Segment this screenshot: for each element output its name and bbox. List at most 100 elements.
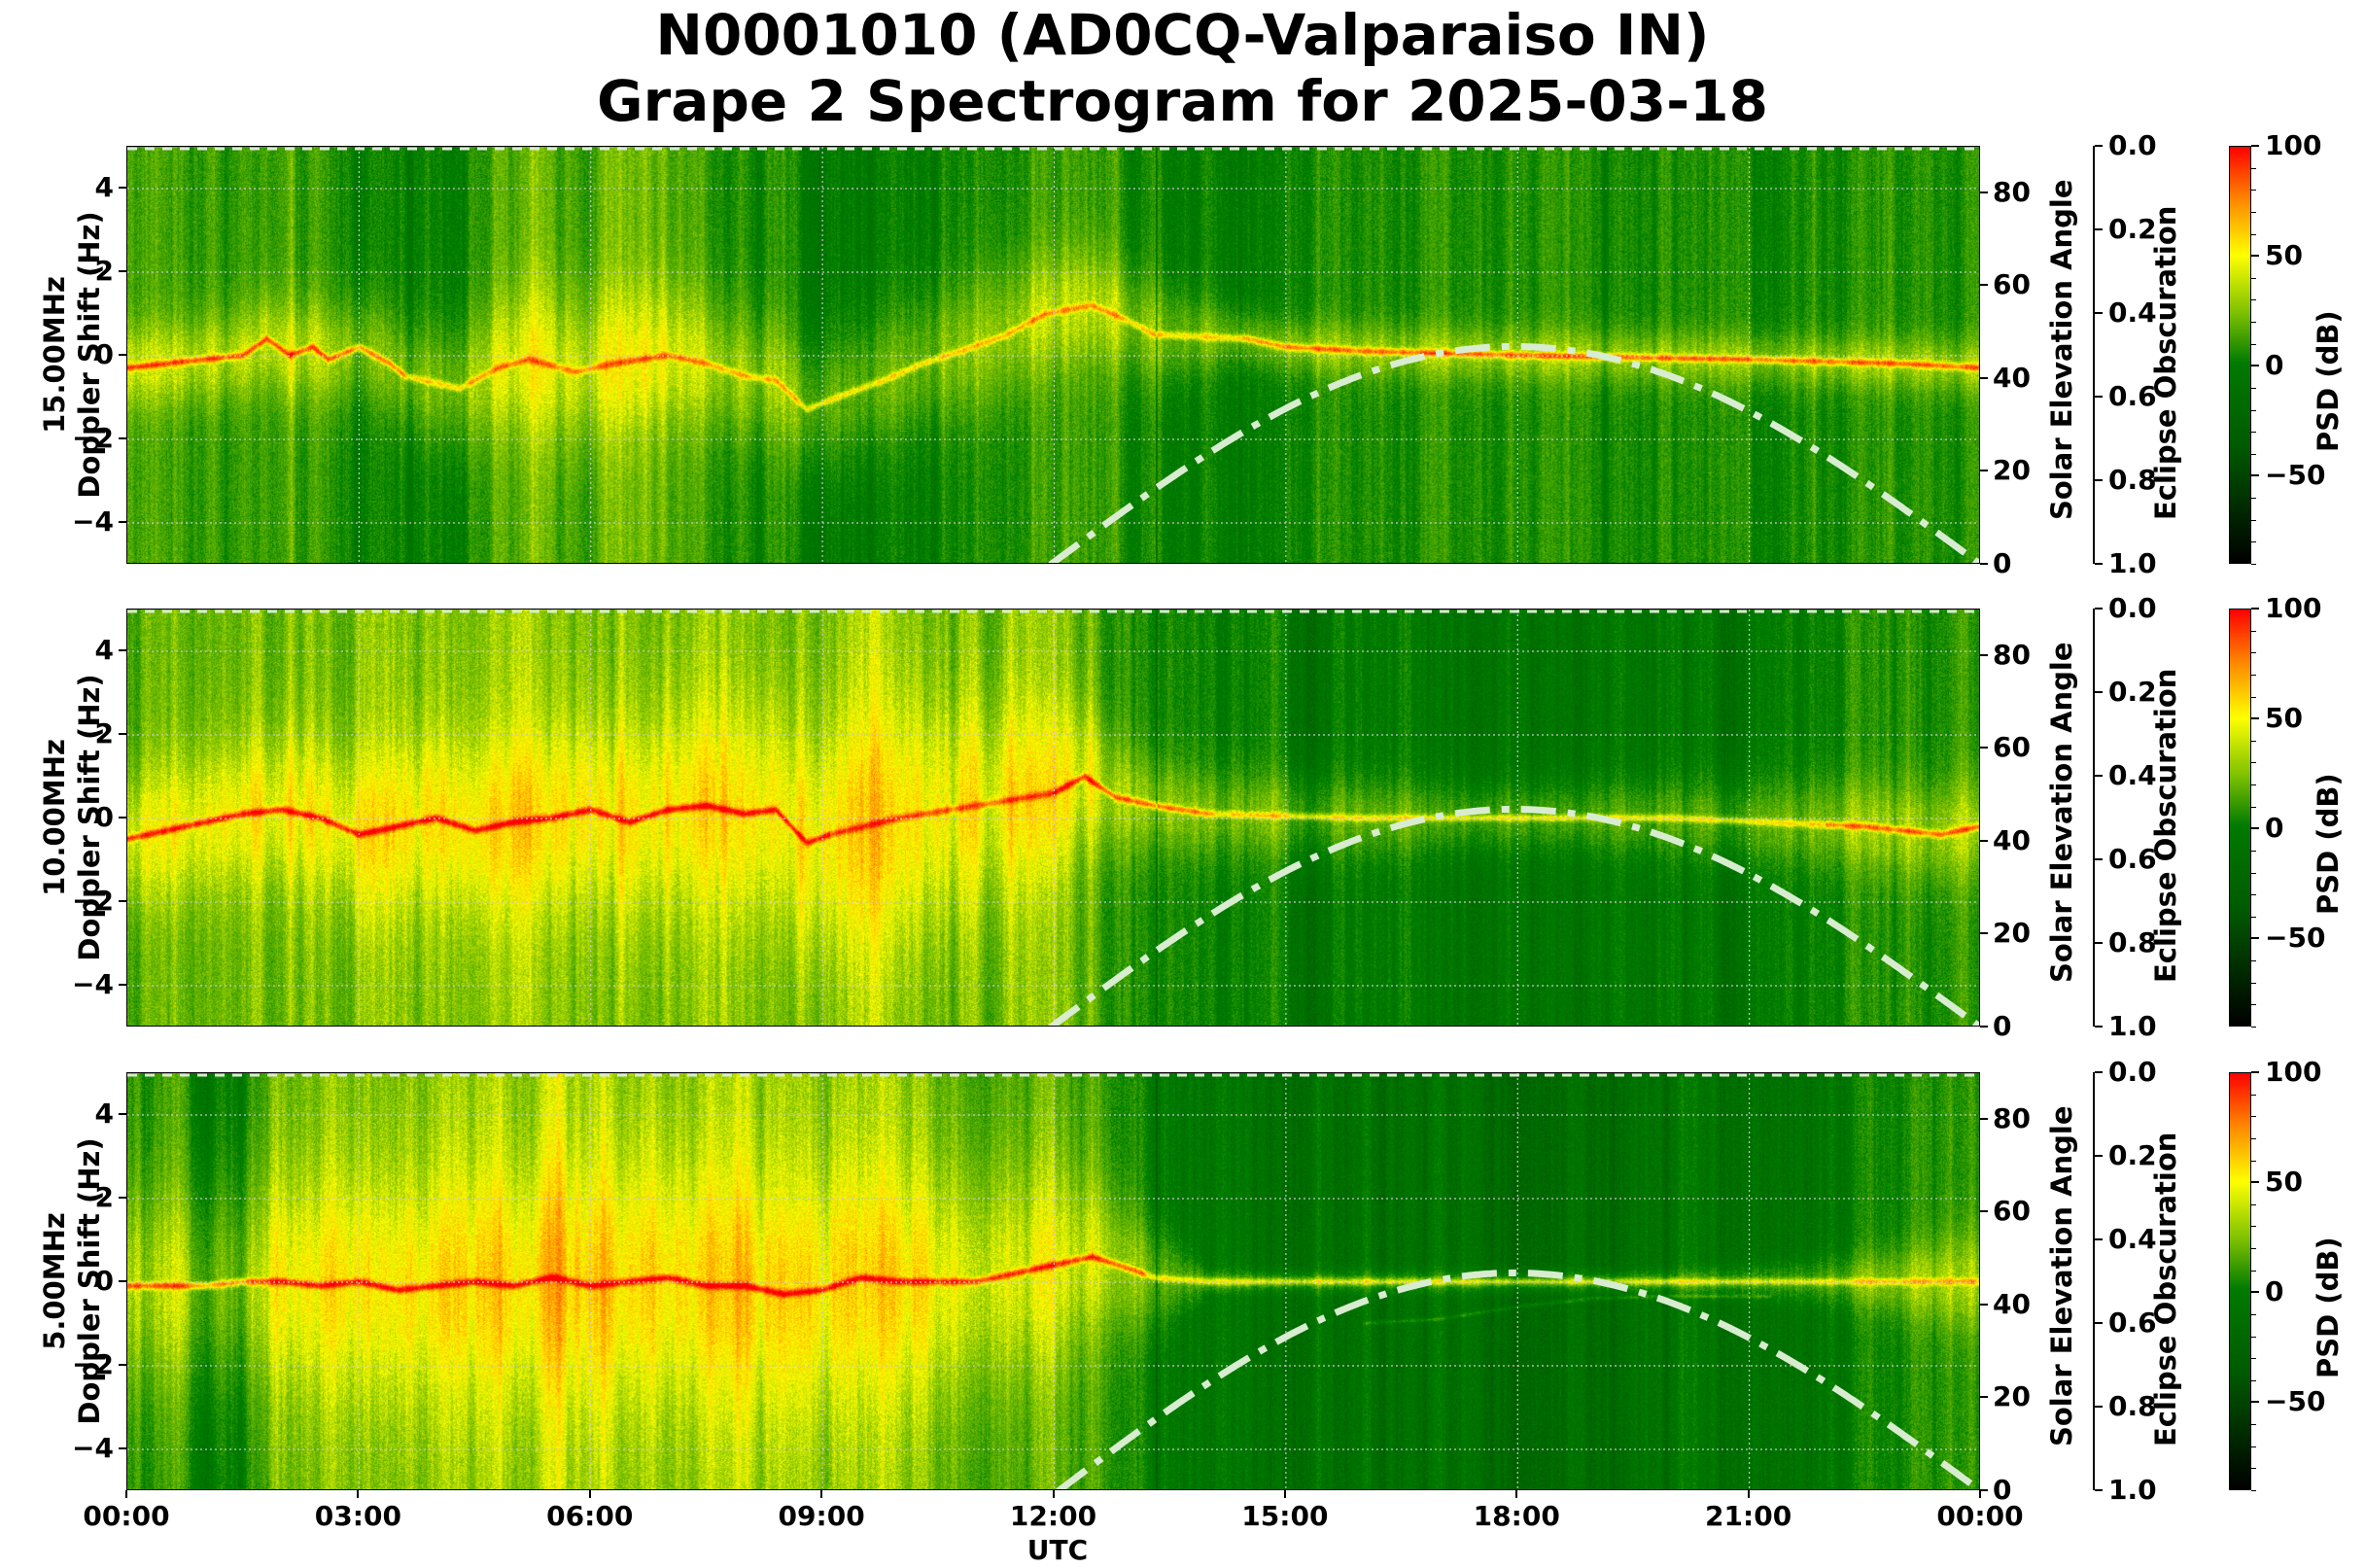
solar-tick-mark bbox=[1980, 1489, 1988, 1491]
y-tick-label: 0 bbox=[94, 801, 114, 833]
overlay-lines bbox=[127, 610, 1979, 1026]
spectrogram-plot-area bbox=[126, 1072, 1980, 1490]
eclipse-tick-mark bbox=[2095, 228, 2103, 230]
y-tick-label: −2 bbox=[72, 885, 114, 917]
colorbar-minor-tick bbox=[2251, 1358, 2256, 1360]
eclipse-tick-mark bbox=[2095, 1322, 2103, 1324]
colorbar-tick-mark bbox=[2251, 827, 2259, 830]
solar-tick-mark bbox=[1980, 1396, 1988, 1399]
eclipse-tick-label: 0.6 bbox=[2108, 843, 2157, 875]
x-tick-mark bbox=[588, 1490, 591, 1498]
eclipse-tick-mark bbox=[2095, 479, 2103, 481]
y-tick-label: 4 bbox=[94, 171, 114, 203]
colorbar-tick-mark bbox=[2251, 717, 2259, 720]
colorbar-tick-label: 50 bbox=[2265, 1166, 2303, 1199]
colorbar-tick-label: 100 bbox=[2265, 1056, 2322, 1088]
colorbar-tick-mark bbox=[2251, 255, 2259, 258]
colorbar-minor-tick bbox=[2251, 1379, 2256, 1381]
eclipse-tick-mark bbox=[2095, 563, 2103, 565]
colorbar-label: PSD (dB) bbox=[2312, 1237, 2345, 1378]
colorbar-tick-label: 0 bbox=[2265, 1275, 2284, 1308]
eclipse-tick-mark bbox=[2095, 1406, 2103, 1408]
colorbar-minor-tick bbox=[2251, 982, 2256, 984]
spectrogram-panel: 4 2 0 −2 −4 15.00MHz Doppler Shift (Hz) 80 60 40 2… bbox=[38, 131, 2345, 578]
solar-tick-mark bbox=[1980, 563, 1988, 565]
eclipse-tick-mark bbox=[2095, 858, 2103, 860]
y-tick-mark bbox=[119, 1113, 126, 1115]
psd-colorbar bbox=[2229, 1072, 2251, 1490]
colorbar-minor-tick bbox=[2251, 322, 2256, 324]
colorbar-minor-tick bbox=[2251, 387, 2256, 389]
colorbar-minor-tick bbox=[2251, 630, 2256, 632]
colorbar-minor-tick bbox=[2251, 277, 2256, 279]
y-tick-label: 2 bbox=[94, 255, 114, 287]
colorbar-tick-mark bbox=[2251, 937, 2259, 940]
eclipse-obscuration-axis: 0.0 0.2 0.4 0.6 0.8 1.0 bbox=[2093, 131, 2157, 578]
y-axis-label: 15.00MHz Doppler Shift (Hz) bbox=[37, 190, 107, 520]
overlay-lines bbox=[127, 147, 1979, 563]
eclipse-tick-label: 0.8 bbox=[2108, 464, 2157, 496]
colorbar-tick-mark bbox=[2251, 1181, 2259, 1184]
eclipse-tick-label: 0.2 bbox=[2108, 676, 2157, 708]
solar-tick-mark bbox=[1980, 191, 1988, 193]
psd-colorbar bbox=[2229, 146, 2251, 564]
solar-elevation-curve bbox=[1056, 1269, 1979, 1489]
colorbar-minor-tick bbox=[2251, 1336, 2256, 1338]
colorbar-minor-tick bbox=[2251, 432, 2256, 434]
eclipse-tick-label: 0.6 bbox=[2108, 380, 2157, 412]
x-tick-mark bbox=[125, 1490, 127, 1498]
x-tick-label: 09:00 bbox=[778, 1500, 865, 1532]
colorbar-minor-tick bbox=[2251, 1116, 2256, 1118]
eclipse-tick-mark bbox=[2095, 396, 2103, 398]
colorbar-tick-mark bbox=[2251, 474, 2259, 477]
colorbar-minor-tick bbox=[2251, 1226, 2256, 1228]
eclipse-obscuration-axis-label: Eclipse Obscuration bbox=[2149, 668, 2182, 983]
solar-tick-mark bbox=[1980, 1210, 1988, 1213]
eclipse-tick-label: 0.0 bbox=[2108, 1056, 2157, 1088]
solar-tick-mark bbox=[1980, 747, 1988, 749]
solar-tick-mark bbox=[1980, 839, 1988, 842]
eclipse-tick-mark bbox=[2095, 145, 2103, 147]
eclipse-obscuration-axis-label: Eclipse Obscuration bbox=[2149, 205, 2182, 520]
x-tick-label: 12:00 bbox=[1009, 1500, 1097, 1532]
frequency-label: 5.00MHz bbox=[38, 1212, 71, 1350]
x-axis-label: UTC bbox=[1026, 1534, 1089, 1566]
solar-tick-mark bbox=[1980, 1026, 1988, 1028]
colorbar-tick-mark bbox=[2251, 365, 2259, 367]
colorbar-minor-tick bbox=[2251, 1313, 2256, 1315]
colorbar-minor-tick bbox=[2251, 696, 2256, 698]
spectrogram-image bbox=[127, 147, 1979, 563]
solar-tick-mark bbox=[1980, 376, 1988, 379]
eclipse-tick-label: 0.4 bbox=[2108, 759, 2157, 791]
colorbar-tick-mark bbox=[2251, 145, 2259, 147]
y-tick-mark bbox=[119, 354, 126, 356]
overlay-lines bbox=[127, 1073, 1979, 1489]
y-tick-mark bbox=[119, 521, 126, 523]
eclipse-tick-mark bbox=[2095, 1026, 2103, 1028]
x-tick-mark bbox=[1515, 1490, 1518, 1498]
eclipse-tick-mark bbox=[2095, 1071, 2103, 1073]
x-tick-label: 21:00 bbox=[1705, 1500, 1792, 1532]
x-tick-label: 15:00 bbox=[1241, 1500, 1329, 1532]
solar-tick-mark bbox=[1980, 932, 1988, 935]
eclipse-tick-label: 0.0 bbox=[2108, 129, 2157, 161]
x-tick-mark bbox=[1747, 1490, 1750, 1498]
solar-tick-label: 60 bbox=[1993, 1195, 2031, 1228]
y-tick-mark bbox=[119, 817, 126, 819]
colorbar-tick-label: −50 bbox=[2265, 459, 2326, 492]
colorbar-label: PSD (dB) bbox=[2312, 773, 2345, 915]
spectrogram-panel: 4 2 0 −2 −4 5.00MHz Doppler Shift (Hz) 80 60 40 20… bbox=[38, 1058, 2345, 1505]
colorbar-tick-mark bbox=[2251, 1401, 2259, 1404]
y-tick-mark bbox=[119, 1364, 126, 1366]
eclipse-tick-mark bbox=[2095, 608, 2103, 610]
x-tick-mark bbox=[1979, 1490, 1981, 1498]
colorbar-tick-label: 0 bbox=[2265, 349, 2284, 382]
eclipse-tick-label: 1.0 bbox=[2108, 1010, 2157, 1042]
colorbar-minor-tick bbox=[2251, 1248, 2256, 1250]
y-tick-mark bbox=[119, 1447, 126, 1449]
eclipse-tick-mark bbox=[2095, 775, 2103, 777]
eclipse-tick-label: 1.0 bbox=[2108, 1474, 2157, 1506]
solar-elevation-axis-label: Solar Elevation Angle bbox=[2045, 179, 2078, 520]
x-tick-mark bbox=[820, 1490, 823, 1498]
x-tick-label: 00:00 bbox=[83, 1500, 170, 1532]
